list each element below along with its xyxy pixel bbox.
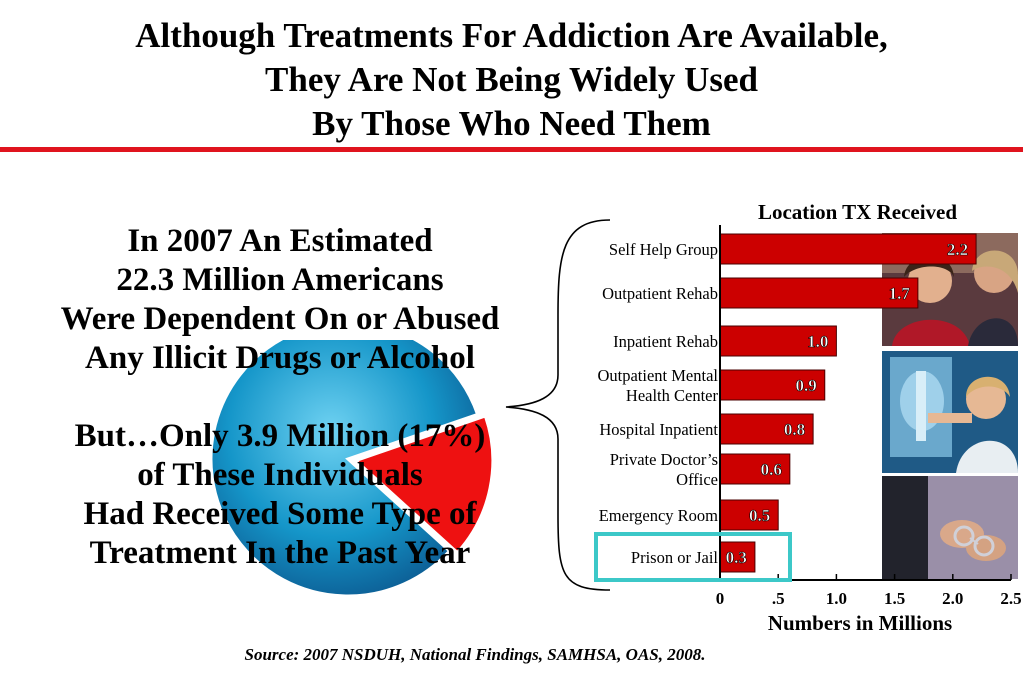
source-citation: Source: 2007 NSDUH, National Findings, S… — [244, 645, 706, 664]
x-tick-label: .5 — [772, 589, 785, 608]
x-tick-label: 0 — [716, 589, 725, 608]
bar — [719, 277, 919, 309]
category-label: Inpatient Rehab — [613, 332, 718, 351]
x-tick-label: 1.0 — [826, 589, 847, 608]
bar — [719, 325, 837, 357]
x-tick-label: 2.0 — [942, 589, 963, 608]
bar — [719, 413, 814, 445]
bar-chart-title: Location TX Received — [757, 200, 958, 224]
summary-line-5: But…Only 3.9 Million (17%) — [74, 418, 486, 454]
bar-value-label: 1.7 — [889, 284, 911, 303]
category-label: Hospital Inpatient — [599, 420, 718, 439]
x-tick-label: 2.5 — [1000, 589, 1021, 608]
category-label: Health Center — [626, 386, 719, 405]
summary-line-2: 22.3 Million Americans — [116, 262, 444, 298]
pie-chart — [209, 340, 495, 598]
category-label: Emergency Room — [599, 506, 718, 525]
bar-value-label: 0.6 — [761, 460, 782, 479]
category-label: Prison or Jail — [631, 548, 719, 567]
bar — [719, 541, 756, 573]
x-tick-label: 1.5 — [884, 589, 905, 608]
curly-brace — [505, 219, 611, 591]
photo-xray — [882, 351, 1018, 473]
category-label: Self Help Group — [609, 240, 718, 259]
pie-slice-not-treated — [209, 340, 480, 598]
bar — [719, 499, 779, 531]
photo-handcuffs — [882, 476, 1018, 579]
category-label: Private Doctor’s — [610, 450, 718, 469]
bar — [719, 233, 977, 265]
title-line-1: Although Treatments For Addiction Are Av… — [135, 16, 888, 55]
x-axis-label: Numbers in Millions — [767, 611, 953, 635]
bar-value-label: 1.0 — [807, 332, 828, 351]
bar-value-label: 2.2 — [947, 240, 968, 259]
summary-line-6: of These Individuals — [137, 457, 423, 493]
title-line-2: They Are Not Being Widely Used — [265, 60, 758, 99]
title-divider — [0, 147, 1023, 152]
summary-line-3: Were Dependent On or Abused — [60, 301, 500, 337]
bar-chart: 2.2 Self Help Group 1.7 Outpatient Rehab 1.0… — [594, 225, 1022, 608]
summary-line-7: Had Received Some Type of — [83, 496, 477, 532]
bar-value-label: 0.5 — [749, 506, 770, 525]
bar-value-label: 0.8 — [784, 420, 805, 439]
bar-value-label: 0.3 — [726, 548, 747, 567]
category-label: Office — [676, 470, 718, 489]
slide-title: Although Treatments For Addiction Are Av… — [0, 14, 1023, 146]
category-label: Outpatient Mental — [597, 366, 718, 385]
pie-slice-treated — [352, 414, 495, 555]
summary-line-8: Treatment In the Past Year — [89, 535, 471, 571]
title-line-3: By Those Who Need Them — [312, 104, 711, 143]
summary-line-4: Any Illicit Drugs or Alcohol — [85, 340, 475, 376]
category-label: Outpatient Rehab — [602, 284, 718, 303]
bar-value-label: 0.9 — [796, 376, 817, 395]
summary-line-1: In 2007 An Estimated — [127, 223, 433, 259]
highlight-box — [594, 532, 792, 582]
summary-text: In 2007 An Estimated 22.3 Million Americ… — [20, 222, 540, 573]
